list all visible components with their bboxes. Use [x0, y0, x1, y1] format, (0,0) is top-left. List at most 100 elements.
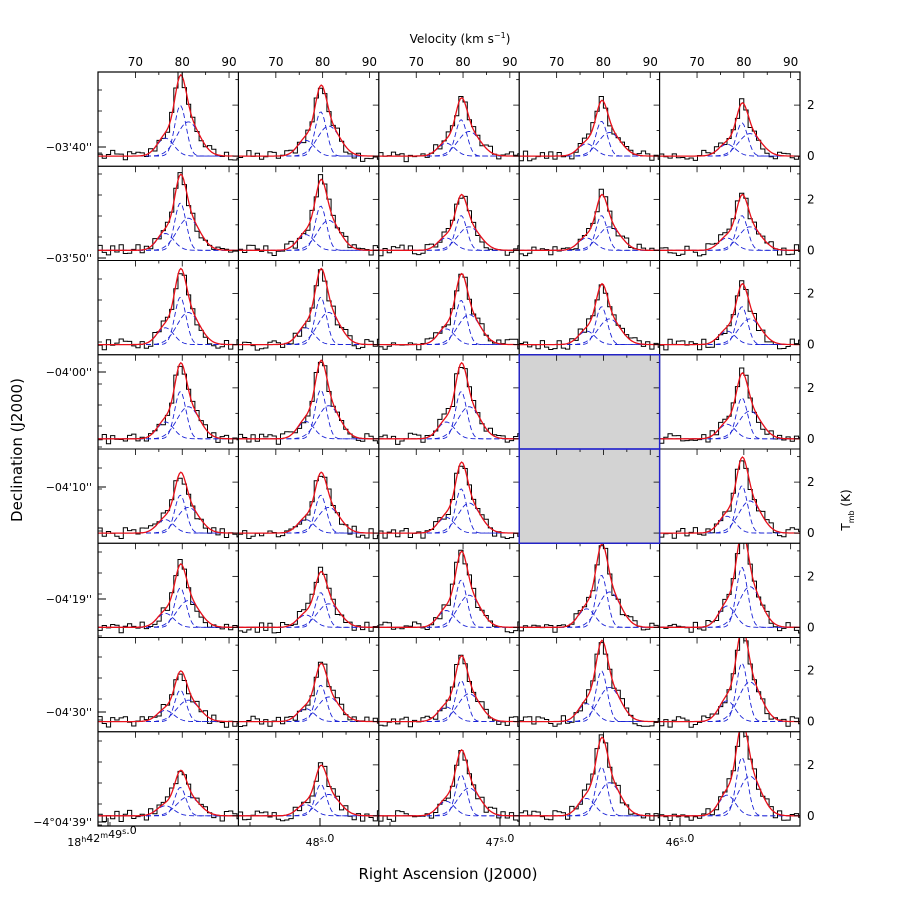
spectrum-panel-r6-c0: [98, 670, 239, 728]
velocity-tick-label: 80: [315, 55, 330, 69]
velocity-tick-label: 80: [596, 55, 611, 69]
total-fit-r2-c2: [378, 272, 520, 346]
component-fit-2-r7-c3: [519, 797, 660, 817]
component-fit-2-r6-c0: [98, 709, 239, 723]
panel-frame-r5-c4: [659, 542, 801, 638]
highlight-layer: [519, 354, 660, 544]
component-fit-2-r6-c1: [238, 708, 379, 723]
total-fit-r5-c3: [519, 543, 660, 628]
panel-plot-r7-c1: [238, 762, 379, 822]
highlight-border-1: [518, 448, 661, 544]
component-fit-2-r0-c0: [98, 137, 239, 157]
component-fit-2-r3-c1: [238, 420, 379, 440]
panel-plot-r5-c3: [519, 543, 660, 633]
observed-spectrum-r5-c2: [378, 549, 520, 634]
temperature-tick-label: 0: [807, 809, 815, 823]
component-fit-0-r6-c2: [378, 680, 520, 723]
velocity-tick-label: 90: [502, 55, 517, 69]
total-fit-r1-c0: [98, 173, 239, 251]
total-fit-r0-c2: [378, 96, 520, 157]
component-fit-2-r2-c2: [378, 328, 520, 346]
observed-spectrum-r0-c1: [238, 87, 379, 162]
total-fit-r7-c3: [519, 736, 660, 817]
component-fit-1-r0-c0: [98, 121, 239, 157]
total-fit-r0-c0: [98, 73, 239, 157]
total-fit-r7-c1: [238, 764, 379, 817]
spectrum-panel-r7-c0: [98, 769, 239, 822]
panel-plot-r1-c2: [378, 193, 520, 257]
component-fit-2-r1-c2: [378, 237, 520, 251]
spectrum-panel-r3-c2: [378, 361, 520, 445]
spectrum-panel-r5-c0: [98, 559, 239, 634]
component-fit-0-r4-c1: [238, 494, 379, 534]
panel-plot-r0-c1: [238, 84, 379, 162]
component-fit-0-r7-c4: [659, 757, 800, 817]
panel-plot-r0-c0: [98, 72, 239, 161]
spectrum-panel-r6-c3: [519, 639, 660, 727]
panel-frame-r0-c2: [378, 71, 520, 167]
panel-frame-r4-c0: [97, 448, 239, 544]
declination-tick-label: −04'10'': [46, 481, 92, 494]
component-fit-0-r5-c0: [98, 587, 239, 628]
temperature-tick-label: 0: [807, 432, 815, 446]
panel-plot-r3-c2: [378, 361, 520, 445]
panel-frame-r5-c2: [378, 542, 520, 638]
panel-plot-r5-c1: [238, 566, 379, 634]
panel-plot-r4-c0: [98, 471, 239, 539]
component-fit-2-r0-c4: [659, 143, 800, 157]
total-fit-r4-c2: [378, 461, 520, 534]
component-fit-0-r6-c3: [519, 670, 660, 723]
panel-plot-r6-c3: [519, 639, 660, 727]
component-fit-1-r7-c4: [659, 775, 800, 817]
component-fit-2-r5-c2: [378, 610, 520, 628]
temperature-tick-label: 2: [807, 569, 815, 583]
outer-frame: [97, 71, 801, 827]
component-fit-2-r6-c3: [519, 703, 660, 723]
observed-spectrum-r6-c3: [519, 642, 660, 727]
velocity-tick-label: 80: [175, 55, 190, 69]
right-axis-title: Tmb (K): [839, 489, 856, 531]
component-fit-0-r2-c2: [378, 299, 520, 346]
declination-tick-label: −4°04'39'': [33, 816, 92, 829]
spectrum-panel-r0-c0: [98, 72, 239, 161]
panel-frame-r6-c1: [237, 637, 380, 733]
observed-spectrum-r2-c3: [519, 284, 660, 350]
tick-labels: 70 80 90 70 80 90 70 80 90 70 80 90 70 80 90 0 2 0 2 0 2 0 2 0 2…: [33, 55, 814, 849]
component-fit-2-r2-c3: [519, 330, 660, 346]
spectrum-panel-r0-c2: [378, 96, 520, 163]
component-fit-0-r4-c2: [378, 488, 520, 534]
panel-plot-r4-c2: [378, 461, 520, 539]
component-fit-2-r7-c4: [659, 794, 800, 817]
observed-spectrum-r5-c1: [238, 566, 379, 634]
component-fit-2-r2-c4: [659, 330, 800, 346]
spectrum-panel-r0-c1: [238, 84, 379, 162]
temperature-tick-label: 2: [807, 381, 815, 395]
panel-frame-r5-c3: [518, 542, 661, 638]
observed-spectrum-r1-c2: [378, 195, 520, 257]
total-fit-r7-c2: [378, 749, 520, 817]
panel-frame-r1-c4: [659, 165, 801, 261]
spectrum-panel-r2-c3: [519, 282, 660, 350]
observed-spectrum-r7-c3: [519, 734, 660, 821]
component-fit-2-r5-c3: [519, 608, 660, 628]
bottom-axis-title: Right Ascension (J2000): [358, 865, 537, 883]
component-fit-2-r4-c2: [378, 516, 520, 534]
panel-plot-r6-c2: [378, 654, 520, 728]
spectrum-panel-r5-c2: [378, 549, 520, 634]
component-fit-2-r2-c0: [98, 327, 239, 346]
observed-spectrum-r7-c2: [378, 750, 520, 822]
spectrum-panel-r5-c3: [519, 543, 660, 633]
panel-frame-r4-c2: [378, 448, 520, 544]
component-fit-2-r0-c2: [378, 142, 520, 157]
right-axis-title-sub: mb: [847, 510, 856, 523]
declination-tick-label: −03'50'': [46, 252, 92, 265]
panel-plot-r5-c2: [378, 549, 520, 634]
component-fit-2-r1-c0: [98, 233, 239, 251]
total-fit-r3-c0: [98, 361, 239, 440]
component-fit-2-r3-c2: [378, 421, 520, 440]
right-axis-title-unit: (K): [839, 489, 853, 510]
panel-plot-r2-c0: [98, 267, 239, 351]
component-fit-1-r5-c4: [659, 586, 800, 628]
component-fit-2-r3-c4: [659, 423, 800, 440]
total-fit-r0-c3: [519, 99, 660, 157]
